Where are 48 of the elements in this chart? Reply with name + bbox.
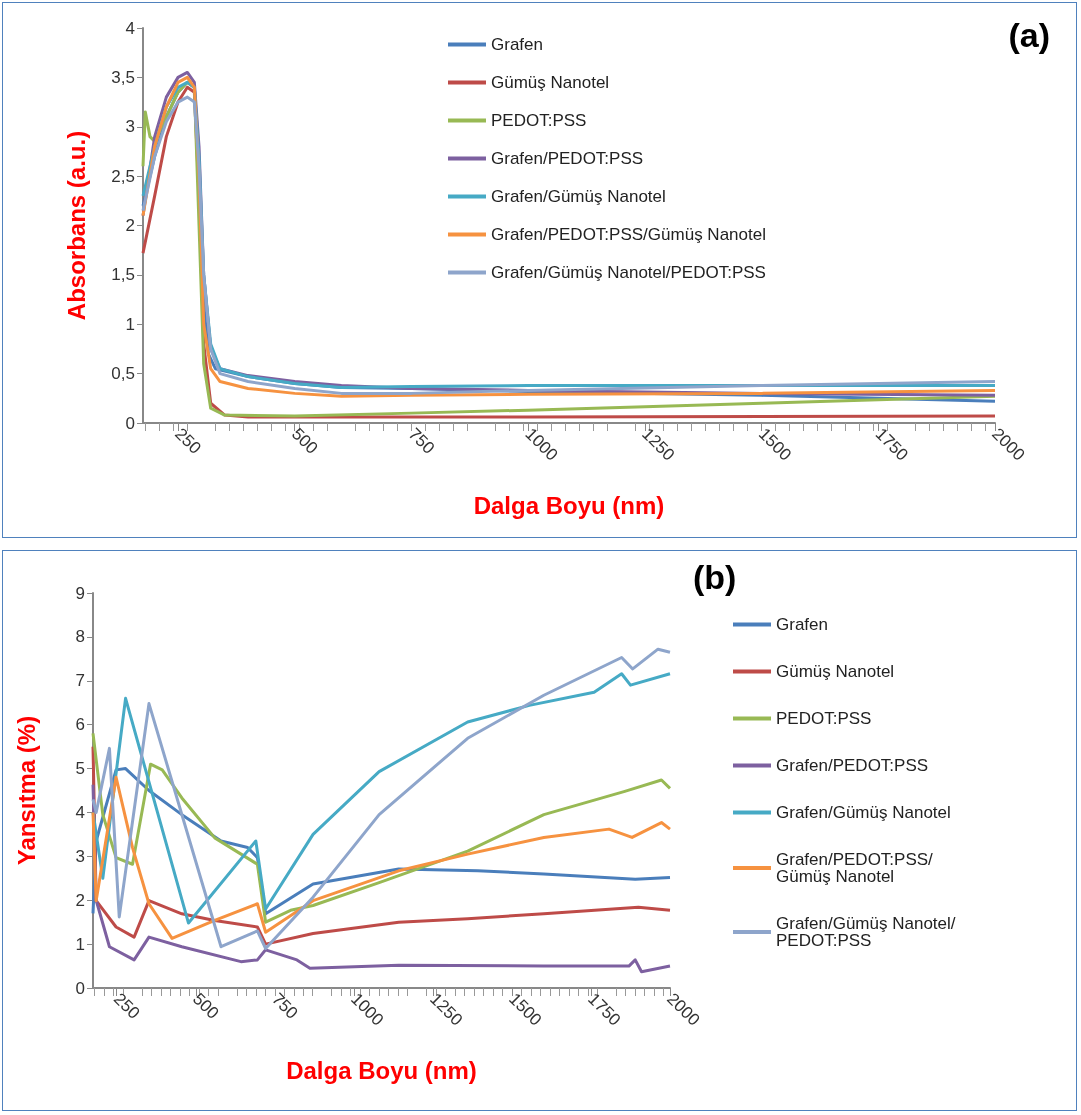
- y-tick-label: 6: [75, 715, 85, 735]
- y-tick-label: 0,5: [111, 364, 135, 384]
- legend-label: PEDOT:PSS: [776, 709, 872, 728]
- y-tick-label: 5: [75, 759, 85, 779]
- legend-label: Grafen: [776, 615, 828, 634]
- legend-label: Grafen/PEDOT:PSS/Gümüş Nanotel: [491, 225, 766, 244]
- y-axis-title: Absorbans (a.u.): [62, 130, 90, 321]
- y-tick-label: 7: [75, 671, 85, 691]
- line-series: [91, 775, 672, 940]
- legend-label: Grafen/Gümüş Nanotel: [491, 187, 666, 206]
- y-tick-label: 0: [75, 978, 85, 998]
- y-tick-label: 3,5: [111, 67, 135, 87]
- y-tick-label: 1: [125, 314, 135, 334]
- x-tick-label: 250: [171, 424, 205, 458]
- chart-title: (b): [693, 558, 737, 596]
- legend-label: Grafen/Gümüş Nanotel/PEDOT:PSS: [491, 263, 766, 282]
- y-tick-label: 1,5: [111, 265, 135, 285]
- line-series: [91, 647, 672, 950]
- legend-label: Gümüş Nanotel: [491, 73, 610, 92]
- line-series: [91, 672, 672, 925]
- legend-label: Grafen/PEDOT:PSS/Gümüş Nanotel: [776, 850, 934, 886]
- chart-title: (a): [1008, 16, 1051, 54]
- y-tick-label: 8: [75, 627, 85, 647]
- y-tick-label: 9: [75, 583, 85, 603]
- y-tick-label: 2: [75, 890, 85, 910]
- x-axis-title: Dalga Boyu (nm): [473, 491, 665, 519]
- y-tick-label: 2,5: [111, 166, 135, 186]
- legend-label: Grafen/PEDOT:PSS: [776, 756, 929, 775]
- legend-label: Grafen/Gümüş Nanotel: [776, 803, 951, 822]
- x-tick-label: 500: [288, 424, 322, 458]
- y-tick-label: 4: [125, 18, 135, 38]
- y-tick-label: 0: [125, 413, 135, 433]
- legend-label: Grafen: [491, 35, 543, 54]
- y-tick-label: 4: [75, 802, 85, 822]
- y-tick-label: 3: [75, 846, 85, 866]
- x-tick-label: 750: [404, 424, 439, 458]
- legend-label: Grafen/Gümüş Nanotel/PEDOT:PSS: [776, 914, 956, 950]
- y-tick-label: 1: [75, 934, 85, 954]
- x-tick-label: 750: [268, 989, 302, 1023]
- legend-label: Grafen/PEDOT:PSS: [491, 149, 644, 168]
- y-tick-label: 2: [125, 216, 135, 235]
- legend-label: PEDOT:PSS: [491, 111, 587, 130]
- x-tick-label: 250: [109, 989, 144, 1023]
- x-tick-label: 500: [189, 989, 223, 1023]
- y-tick-label: 3: [125, 117, 135, 137]
- y-axis-title: Yansıtma (%): [12, 715, 40, 866]
- x-axis-title: Dalga Boyu (nm): [286, 1056, 477, 1084]
- legend-label: Gümüş Nanotel: [776, 662, 895, 681]
